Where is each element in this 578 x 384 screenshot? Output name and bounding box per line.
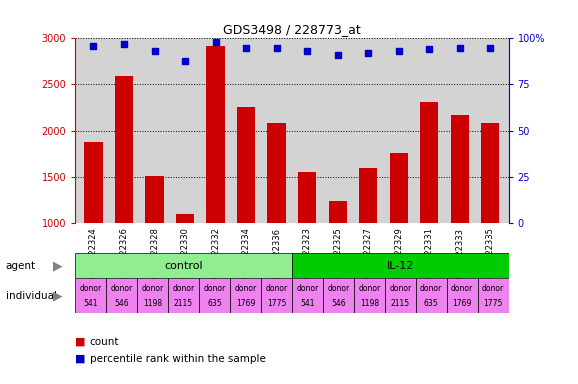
Text: donor: donor <box>234 284 257 293</box>
Text: agent: agent <box>6 261 36 271</box>
Bar <box>328 200 347 315</box>
Text: donor: donor <box>297 284 318 293</box>
Text: 541: 541 <box>300 299 314 308</box>
Bar <box>145 176 164 315</box>
Text: 2115: 2115 <box>391 299 410 308</box>
Bar <box>481 123 499 315</box>
Text: donor: donor <box>420 284 442 293</box>
Bar <box>385 278 416 313</box>
Text: 1775: 1775 <box>483 299 503 308</box>
Text: donor: donor <box>172 284 195 293</box>
Bar <box>292 253 509 278</box>
Text: ■: ■ <box>75 337 86 347</box>
Text: donor: donor <box>80 284 102 293</box>
Bar <box>137 278 168 313</box>
Point <box>394 48 403 55</box>
Text: 541: 541 <box>83 299 98 308</box>
Text: 1769: 1769 <box>236 299 255 308</box>
Bar <box>168 278 199 313</box>
Point <box>302 48 312 55</box>
Bar <box>323 278 354 313</box>
Bar <box>359 168 377 315</box>
Bar <box>176 214 194 315</box>
Bar <box>206 46 225 315</box>
Text: donor: donor <box>110 284 133 293</box>
Bar <box>199 278 230 313</box>
Text: 546: 546 <box>114 299 129 308</box>
Text: 635: 635 <box>207 299 222 308</box>
Text: percentile rank within the sample: percentile rank within the sample <box>90 354 265 364</box>
Text: 1198: 1198 <box>360 299 379 308</box>
Bar <box>75 278 106 313</box>
Bar <box>298 172 316 315</box>
Point <box>333 52 342 58</box>
Bar <box>84 142 103 315</box>
Point <box>455 45 464 51</box>
Point <box>180 58 190 64</box>
Text: ▶: ▶ <box>53 259 62 272</box>
Point <box>89 43 98 49</box>
Bar <box>451 115 469 315</box>
Text: donor: donor <box>203 284 225 293</box>
Bar <box>115 76 133 315</box>
Point <box>211 39 220 45</box>
Text: 1198: 1198 <box>143 299 162 308</box>
Text: 635: 635 <box>424 299 439 308</box>
Bar <box>447 278 477 313</box>
Text: donor: donor <box>451 284 473 293</box>
Text: control: control <box>164 261 203 271</box>
Bar <box>237 107 255 315</box>
Bar <box>354 278 385 313</box>
Text: donor: donor <box>358 284 380 293</box>
Text: individual: individual <box>6 291 57 301</box>
Text: ▶: ▶ <box>53 289 62 302</box>
Point <box>242 45 251 51</box>
Point <box>120 41 129 47</box>
Text: donor: donor <box>265 284 287 293</box>
Bar <box>416 278 447 313</box>
Text: donor: donor <box>389 284 412 293</box>
Bar <box>292 278 323 313</box>
Bar <box>261 278 292 313</box>
Text: 546: 546 <box>331 299 346 308</box>
Point <box>486 45 495 51</box>
Text: count: count <box>90 337 119 347</box>
Point <box>150 48 159 55</box>
Bar <box>420 102 439 315</box>
Bar <box>230 278 261 313</box>
Bar <box>106 278 137 313</box>
Text: donor: donor <box>142 284 164 293</box>
Point <box>364 50 373 56</box>
Text: 1775: 1775 <box>266 299 286 308</box>
Bar <box>75 253 292 278</box>
Text: 1769: 1769 <box>453 299 472 308</box>
Bar <box>268 123 286 315</box>
Text: IL-12: IL-12 <box>387 261 414 271</box>
Text: 2115: 2115 <box>174 299 193 308</box>
Point <box>272 45 281 51</box>
Text: ■: ■ <box>75 354 86 364</box>
Point <box>425 46 434 53</box>
Text: donor: donor <box>482 284 504 293</box>
Bar <box>390 153 408 315</box>
Text: donor: donor <box>327 284 350 293</box>
Title: GDS3498 / 228773_at: GDS3498 / 228773_at <box>223 23 361 36</box>
Bar <box>477 278 509 313</box>
